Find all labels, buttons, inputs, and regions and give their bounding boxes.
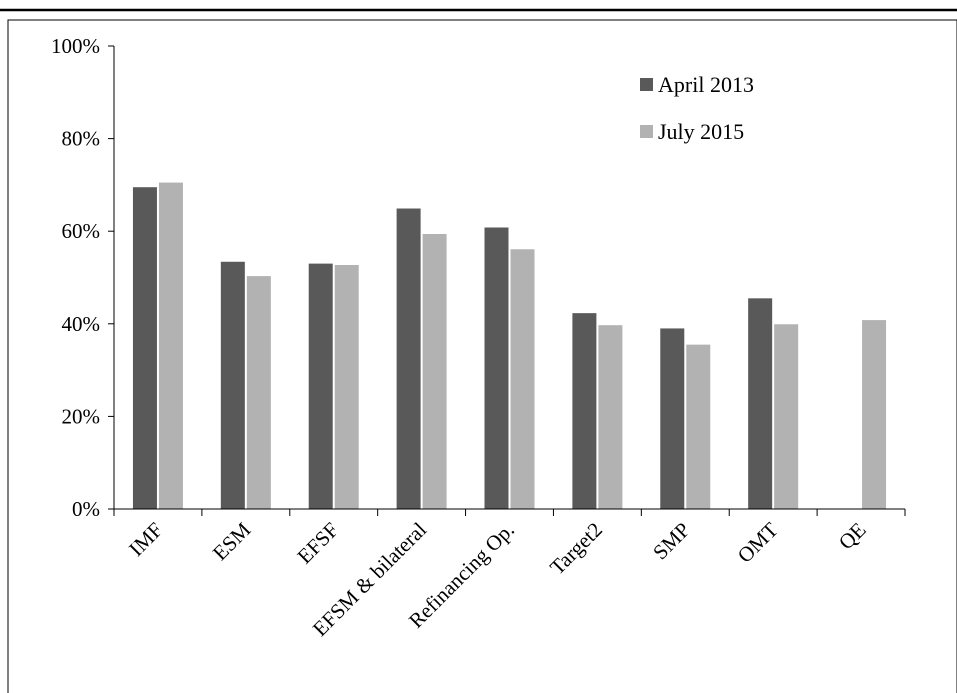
bar-july-2015	[158, 182, 183, 509]
plot-area	[132, 182, 887, 509]
bar-july-2015	[334, 264, 359, 509]
bar-april-2013	[660, 328, 685, 509]
bar-july-2015	[246, 276, 271, 509]
bar-april-2013	[220, 261, 245, 509]
bar-april-2013	[396, 208, 421, 509]
bar-july-2015	[422, 233, 447, 509]
bar-july-2015	[774, 324, 799, 509]
bar-april-2013	[572, 313, 597, 509]
x-tick-label: OMT	[733, 517, 783, 567]
bar-april-2013	[132, 187, 157, 509]
x-tick-label: ESM	[208, 517, 256, 565]
y-tick-label: 20%	[62, 404, 101, 428]
bar-july-2015	[510, 249, 535, 509]
x-tick-label: EFSF	[292, 518, 343, 569]
y-tick-label: 0%	[72, 497, 100, 521]
legend-label-july-2015: July 2015	[658, 119, 744, 144]
y-axis: 0% 20% 40% 60% 80% 100%	[51, 34, 115, 521]
legend: April 2013 July 2015	[640, 72, 754, 144]
y-tick-label: 80%	[62, 127, 101, 151]
legend-label-april-2013: April 2013	[658, 72, 754, 97]
x-tick-label: SMP	[648, 518, 695, 565]
bar-april-2013	[308, 263, 333, 509]
x-tick-label: Target2	[545, 518, 607, 580]
x-tick-label: IMF	[124, 518, 167, 561]
bar-april-2013	[748, 298, 773, 509]
bar-april-2013	[484, 227, 509, 509]
bar-july-2015	[862, 320, 887, 509]
x-tick-label: QE	[834, 518, 871, 555]
bar-july-2015	[598, 325, 623, 509]
legend-swatch-july-2015	[640, 125, 653, 138]
y-tick-label: 60%	[62, 219, 101, 243]
y-tick-label: 40%	[62, 312, 101, 336]
y-tick-label: 100%	[51, 34, 100, 58]
legend-swatch-april-2013	[640, 78, 653, 91]
bar-july-2015	[686, 344, 711, 509]
chart-frame	[7, 19, 957, 693]
